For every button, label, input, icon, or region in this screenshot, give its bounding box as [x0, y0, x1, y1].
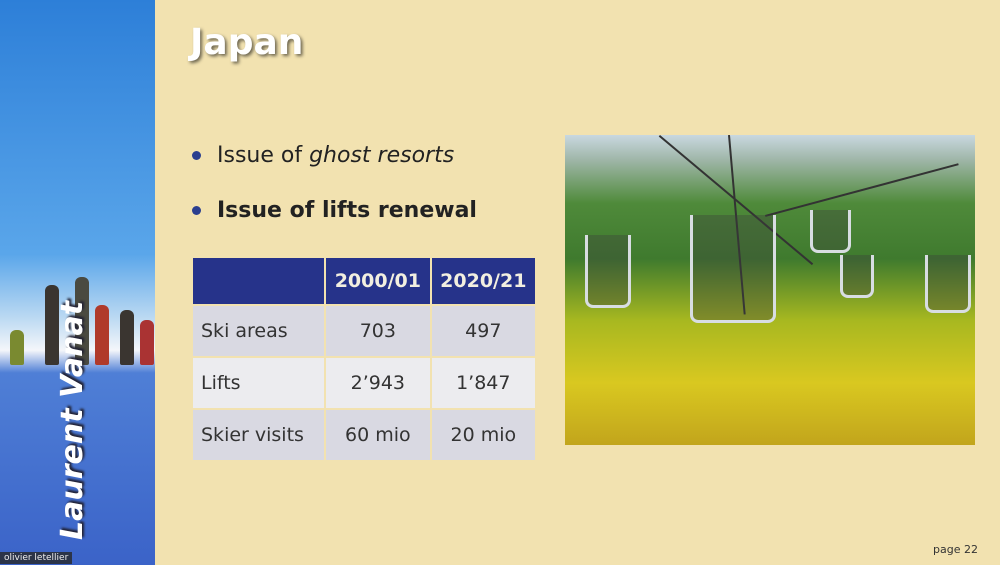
sidebar-ski-photo: Laurent Vanat: [0, 0, 155, 565]
table-cell: 20 mio: [429, 408, 535, 460]
slide-title: Japan: [190, 22, 304, 63]
table-cell: Ski areas: [193, 304, 326, 357]
table-row: Ski areas 703 497: [193, 304, 535, 357]
bullet-text: Issue of: [217, 143, 310, 168]
bullet-dot-icon: [192, 151, 201, 160]
bullet-emphasis: ghost resorts: [309, 143, 455, 168]
bullet-ghost-resorts: Issue of ghost resorts: [192, 143, 454, 168]
author-name: Laurent Vanat: [55, 300, 90, 540]
table-cell: 703: [324, 304, 431, 357]
abandoned-chairlift-photo: [565, 135, 975, 445]
table-row: Lifts 2’943 1’847: [193, 356, 535, 409]
ski-stats-table: 2000/01 2020/21 Ski areas 703 497 Lifts …: [193, 258, 535, 460]
bullet-dot-icon: [192, 206, 201, 215]
page-number: page 22: [933, 543, 978, 556]
table-cell: 60 mio: [324, 408, 431, 460]
table-header: 2020/21: [429, 258, 535, 305]
bullet-lifts-renewal: Issue of lifts renewal: [192, 198, 477, 223]
participant-name-label: olivier letellier: [0, 552, 73, 564]
table-cell: Lifts: [193, 356, 326, 409]
table-header-empty: [193, 258, 326, 305]
table-row: Skier visits 60 mio 20 mio: [193, 408, 535, 460]
table-header: 2000/01: [324, 258, 431, 305]
table-cell: 2’943: [324, 356, 431, 409]
skiers-image: [0, 275, 155, 365]
table-header-row: 2000/01 2020/21: [193, 258, 535, 305]
table-cell: 1’847: [429, 356, 535, 409]
table-cell: 497: [429, 304, 535, 357]
bullet-text: Issue of lifts renewal: [217, 198, 477, 223]
table-cell: Skier visits: [193, 408, 326, 460]
